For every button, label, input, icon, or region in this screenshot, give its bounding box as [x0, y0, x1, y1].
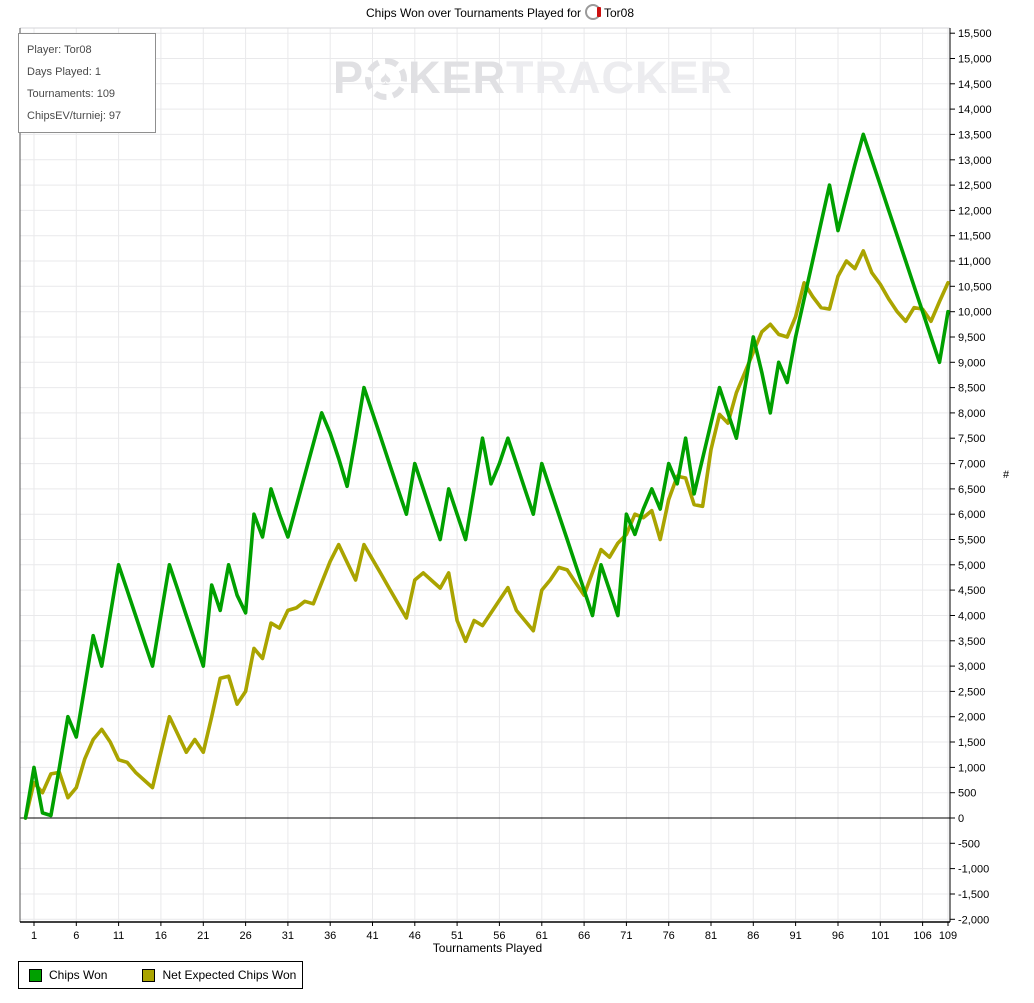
player-icon [584, 4, 601, 20]
legend-item-chips-won: Chips Won [29, 968, 107, 982]
svg-text:7,000: 7,000 [958, 459, 986, 471]
svg-text:8,500: 8,500 [958, 383, 986, 395]
svg-text:21: 21 [197, 930, 209, 942]
svg-text:2,000: 2,000 [958, 712, 986, 724]
svg-text:6,000: 6,000 [958, 509, 986, 521]
player-info-box: Player: Tor08 Days Played: 1 Tournaments… [18, 33, 156, 133]
svg-text:6: 6 [73, 930, 79, 942]
chart-title-text: Chips Won over Tournaments Played for [365, 6, 581, 20]
watermark-ker: KER [408, 52, 507, 103]
svg-text:31: 31 [282, 930, 294, 942]
svg-text:56: 56 [493, 930, 505, 942]
svg-text:11: 11 [113, 930, 124, 942]
svg-text:3,000: 3,000 [958, 661, 986, 673]
svg-text:-1,500: -1,500 [958, 889, 989, 901]
poker-chip-icon: ♠ [365, 58, 408, 100]
x-axis-title: Tournaments Played [432, 941, 543, 955]
svg-text:109: 109 [939, 930, 957, 942]
svg-text:10,500: 10,500 [958, 281, 992, 293]
svg-text:500: 500 [958, 788, 976, 800]
expected-swatch [142, 968, 156, 982]
svg-text:9,500: 9,500 [958, 332, 986, 344]
svg-text:15,500: 15,500 [958, 28, 992, 40]
svg-text:36: 36 [324, 930, 336, 942]
svg-text:16: 16 [155, 930, 167, 942]
svg-text:13,000: 13,000 [958, 155, 992, 167]
info-tournaments: Tournaments: 109 [27, 88, 116, 100]
player-icon-red-mark [596, 7, 601, 17]
chart-title: Chips Won over Tournaments Played for Tor… [0, 4, 1000, 20]
svg-text:51: 51 [451, 930, 463, 942]
svg-text:101: 101 [871, 930, 889, 942]
svg-text:14,000: 14,000 [958, 104, 992, 116]
svg-text:1: 1 [31, 930, 37, 942]
svg-text:106: 106 [913, 930, 931, 942]
svg-text:1,500: 1,500 [958, 737, 986, 749]
svg-text:13,500: 13,500 [958, 129, 992, 141]
svg-text:0: 0 [958, 813, 964, 825]
svg-text:91: 91 [789, 930, 801, 942]
svg-text:1,000: 1,000 [958, 762, 986, 774]
watermark-p: P [333, 52, 365, 103]
svg-text:5,500: 5,500 [958, 535, 986, 547]
info-days-played: Days Played: 1 [27, 66, 101, 78]
spade-icon: ♠ [380, 68, 392, 90]
svg-text:46: 46 [409, 930, 421, 942]
chips-won-swatch [29, 968, 42, 982]
chips-won-label: Chips Won [49, 968, 108, 982]
svg-text:-500: -500 [958, 838, 980, 850]
svg-text:3,500: 3,500 [958, 636, 986, 648]
legend: Chips Won Net Expected Chips Won [18, 961, 303, 989]
svg-text:41: 41 [366, 930, 378, 942]
svg-text:12,500: 12,500 [958, 180, 992, 192]
svg-text:96: 96 [832, 930, 844, 942]
svg-text:11,500: 11,500 [958, 231, 991, 243]
svg-text:6,500: 6,500 [958, 484, 986, 496]
svg-text:10,000: 10,000 [958, 307, 992, 319]
svg-text:86: 86 [747, 930, 759, 942]
info-chips-ev: ChipsEV/turniej: 97 [27, 110, 122, 122]
svg-text:12,000: 12,000 [958, 205, 992, 217]
watermark-tracker: TRACKER [506, 52, 734, 103]
svg-text:81: 81 [705, 930, 717, 942]
svg-text:61: 61 [536, 930, 548, 942]
svg-text:76: 76 [663, 930, 675, 942]
info-player: Player: Tor08 [27, 44, 92, 56]
svg-text:-2,000: -2,000 [958, 914, 989, 926]
svg-text:14,500: 14,500 [958, 79, 992, 91]
svg-text:9,000: 9,000 [958, 357, 986, 369]
y-axis-unit-label: # [1003, 469, 1010, 481]
svg-text:2,500: 2,500 [958, 686, 986, 698]
pokertracker-watermark: P ♠ KERTRACKER [333, 52, 733, 104]
svg-text:26: 26 [239, 930, 251, 942]
svg-text:66: 66 [578, 930, 590, 942]
svg-text:7,500: 7,500 [958, 433, 986, 445]
expected-label: Net Expected Chips Won [162, 968, 297, 982]
svg-text:71: 71 [620, 930, 632, 942]
chart-title-player: Tor08 [603, 6, 635, 20]
svg-text:8,000: 8,000 [958, 408, 986, 420]
svg-text:15,000: 15,000 [958, 54, 992, 66]
svg-text:11,000: 11,000 [958, 256, 991, 268]
svg-text:-1,000: -1,000 [958, 864, 989, 876]
svg-text:4,500: 4,500 [958, 585, 986, 597]
legend-item-expected: Net Expected Chips Won [142, 968, 296, 982]
svg-text:4,000: 4,000 [958, 611, 986, 623]
svg-text:5,000: 5,000 [958, 560, 986, 572]
